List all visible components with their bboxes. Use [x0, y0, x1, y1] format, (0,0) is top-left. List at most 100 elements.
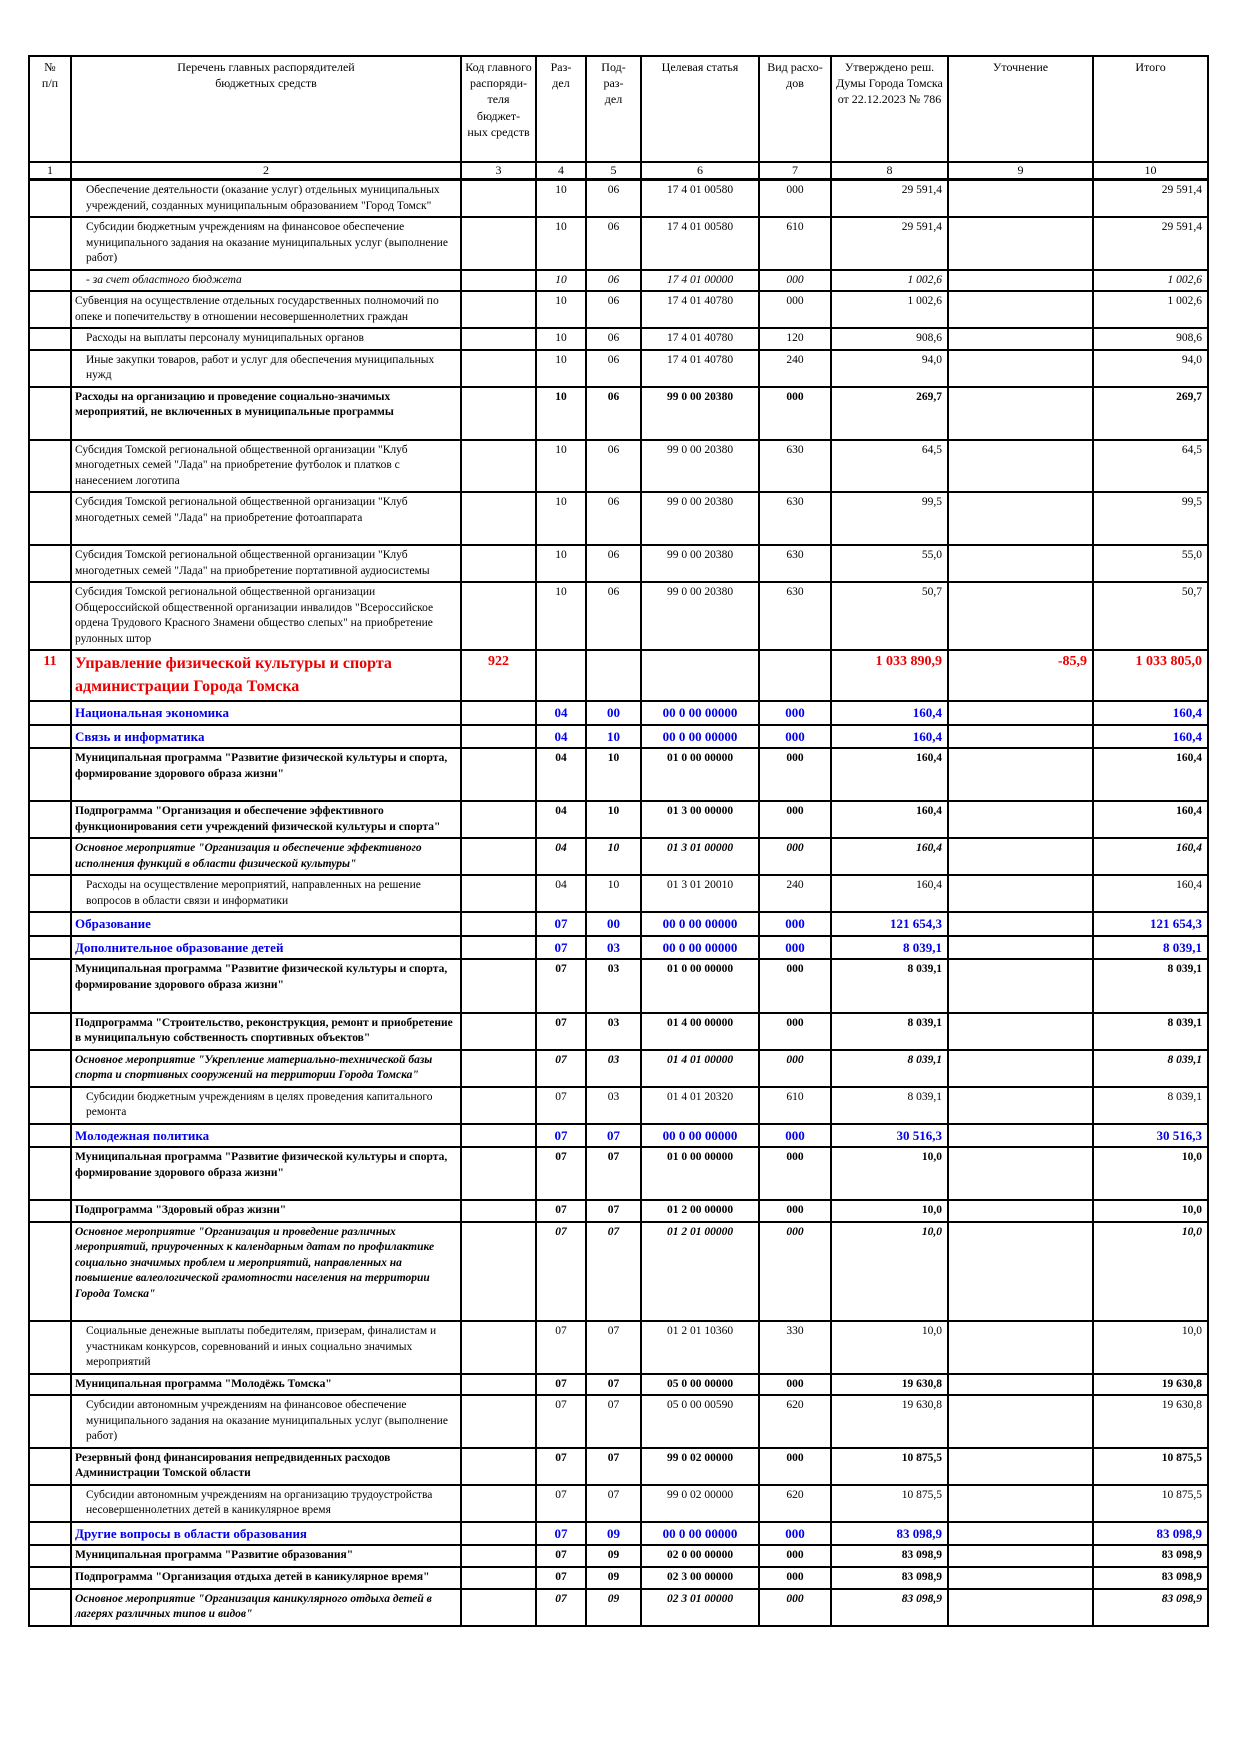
total-amount: 908,6: [1092, 327, 1209, 351]
target-article: 02 3 00 00000: [640, 1566, 760, 1590]
row-number: [28, 800, 72, 840]
table-row: Основное мероприятие "Организация и обес…: [28, 837, 1209, 877]
item-name: Другие вопросы в области образования: [70, 1520, 462, 1547]
adjustment-amount: [947, 348, 1094, 388]
col-header-razdel: Раз- дел: [535, 55, 587, 163]
table-row: 11 Управление физической культуры и спорт…: [28, 649, 1209, 703]
razdel: 07: [535, 1048, 587, 1088]
target-article: 17 4 01 00000: [640, 268, 760, 293]
razdel: 10: [535, 216, 587, 271]
row-number: [28, 1544, 72, 1568]
table-row: Расходы на выплаты персоналу муниципальн…: [28, 327, 1209, 351]
podrazdel: 09: [585, 1566, 642, 1590]
row-number: [28, 1483, 72, 1523]
approved-amount: 1 002,6: [830, 268, 949, 293]
adjustment-amount: [947, 800, 1094, 840]
approved-amount: 10 875,5: [830, 1446, 949, 1486]
razdel: 04: [535, 800, 587, 840]
target-article: 01 4 01 00000: [640, 1048, 760, 1088]
razdel: 10: [535, 268, 587, 293]
table-body: Обеспечение деятельности (оказание услуг…: [28, 178, 1209, 1627]
item-name: Основное мероприятие "Организация и обес…: [70, 837, 462, 877]
total-amount: 8 039,1: [1092, 1085, 1209, 1125]
razdel: 10: [535, 327, 587, 351]
total-amount: 121 654,3: [1092, 911, 1209, 937]
razdel: 07: [535, 1587, 587, 1627]
target-article: 99 0 02 00000: [640, 1483, 760, 1523]
grbs-code: [460, 491, 537, 547]
table-row: Субсидии автономным учреждениям на финан…: [28, 1394, 1209, 1449]
target-article: 01 4 01 20320: [640, 1085, 760, 1125]
approved-amount: 10 875,5: [830, 1483, 949, 1523]
table-row: Молодежная политика 07 07 00 0 00 00000 000 3…: [28, 1122, 1209, 1149]
adjustment-amount: [947, 911, 1094, 937]
table-row: Резервный фонд финансирования непредвиде…: [28, 1446, 1209, 1486]
podrazdel: 03: [585, 958, 642, 1014]
table-row: Субсидия Томской региональной общественн…: [28, 544, 1209, 584]
expense-type: 000: [758, 1011, 832, 1051]
column-number: 6: [640, 161, 760, 181]
column-number: 9: [947, 161, 1094, 181]
total-amount: 10,0: [1092, 1220, 1209, 1323]
podrazdel: 07: [585, 1446, 642, 1486]
table-row: Муниципальная программа "Развитие физиче…: [28, 1146, 1209, 1202]
grbs-code: [460, 1566, 537, 1590]
row-number: [28, 290, 72, 330]
item-name: Обеспечение деятельности (оказание услуг…: [70, 178, 462, 219]
col-header-total: Итого: [1092, 55, 1209, 163]
row-number: [28, 1011, 72, 1051]
adjustment-amount: [947, 723, 1094, 750]
razdel: 07: [535, 1372, 587, 1397]
expense-type: 000: [758, 911, 832, 937]
target-article: 02 0 00 00000: [640, 1544, 760, 1568]
column-number: 8: [830, 161, 949, 181]
item-name: Основное мероприятие "Организация и пров…: [70, 1220, 462, 1323]
item-name: Резервный фонд финансирования непредвиде…: [70, 1446, 462, 1486]
expense-type: 000: [758, 1220, 832, 1323]
table-row: Иные закупки товаров, работ и услуг для …: [28, 348, 1209, 388]
item-name: Субсидии автономным учреждениям на финан…: [70, 1394, 462, 1449]
expense-type: 000: [758, 1446, 832, 1486]
item-name: Субсидии бюджетным учреждениям в целях п…: [70, 1085, 462, 1125]
adjustment-amount: [947, 1048, 1094, 1088]
row-number: [28, 438, 72, 494]
col-header-num: № п/п: [28, 55, 72, 163]
target-article: 99 0 00 20380: [640, 438, 760, 494]
razdel: 04: [535, 837, 587, 877]
expense-type: 620: [758, 1483, 832, 1523]
target-article: 00 0 00 00000: [640, 1122, 760, 1149]
expense-type: 000: [758, 1146, 832, 1202]
col-header-grbs-code: Код главного распоряди- теля бюджет- ных…: [460, 55, 537, 163]
row-number: [28, 723, 72, 750]
adjustment-amount: [947, 1372, 1094, 1397]
target-article: 99 0 00 20380: [640, 491, 760, 547]
razdel: 07: [535, 1520, 587, 1547]
row-number: [28, 268, 72, 293]
podrazdel: 09: [585, 1587, 642, 1627]
target-article: 17 4 01 00580: [640, 178, 760, 219]
adjustment-amount: [947, 1320, 1094, 1375]
expense-type: 000: [758, 723, 832, 750]
razdel: 10: [535, 348, 587, 388]
adjustment-amount: [947, 700, 1094, 726]
podrazdel: 03: [585, 1011, 642, 1051]
target-article: 05 0 00 00000: [640, 1372, 760, 1397]
podrazdel: 06: [585, 544, 642, 584]
target-article: 01 2 01 00000: [640, 1220, 760, 1323]
item-name: Субсидии автономным учреждениям на орган…: [70, 1483, 462, 1523]
adjustment-amount: [947, 1199, 1094, 1223]
razdel: 10: [535, 491, 587, 547]
razdel: 07: [535, 911, 587, 937]
adjustment-amount: [947, 491, 1094, 547]
adjustment-amount: [947, 290, 1094, 330]
adjustment-amount: [947, 1122, 1094, 1149]
podrazdel: 10: [585, 874, 642, 914]
expense-type: 000: [758, 178, 832, 219]
total-amount: 50,7: [1092, 581, 1209, 652]
podrazdel: 10: [585, 800, 642, 840]
expense-type: 630: [758, 544, 832, 584]
table-row: Субвенция на осуществление отдельных гос…: [28, 290, 1209, 330]
target-article: 01 0 00 00000: [640, 747, 760, 803]
total-amount: 10 875,5: [1092, 1483, 1209, 1523]
total-amount: 1 033 805,0: [1092, 649, 1209, 703]
